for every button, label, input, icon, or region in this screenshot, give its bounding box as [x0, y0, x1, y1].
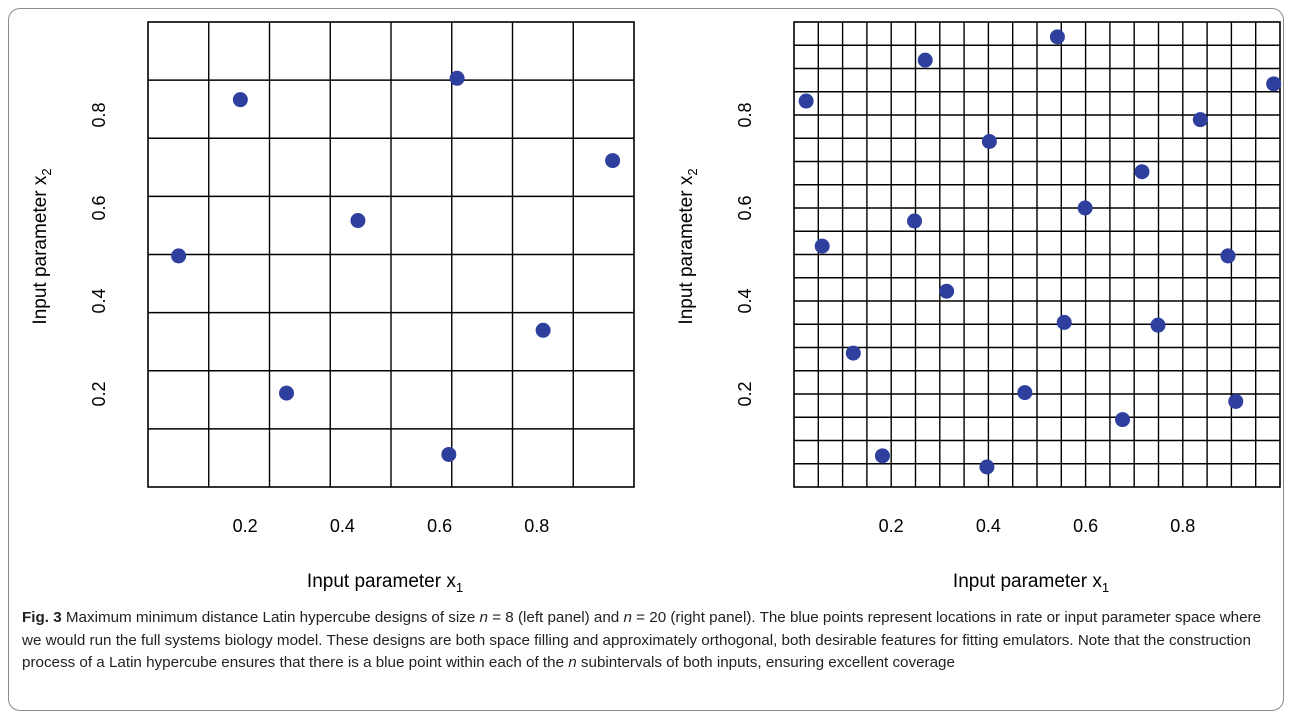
left-data-point — [350, 213, 366, 229]
right-x-tick-label: 0.8 — [1170, 516, 1195, 536]
right-data-point — [917, 52, 933, 68]
right-data-point — [874, 448, 890, 464]
right-y-tick-label: 0.8 — [735, 102, 755, 127]
left-y-tick-label: 0.8 — [89, 102, 109, 127]
right-data-point — [1077, 200, 1093, 216]
caption-var-n-2: n — [623, 609, 632, 626]
caption-text-1: Maximum minimum distance Latin hypercube… — [61, 609, 480, 626]
right-data-point — [939, 283, 955, 299]
left-grid — [148, 22, 634, 487]
left-x-tick-label: 0.4 — [330, 516, 355, 536]
left-x-axis-title: Input parameter x1 — [307, 571, 463, 595]
right-data-point — [1192, 112, 1208, 128]
left-data-point — [535, 322, 551, 338]
right-grid — [794, 22, 1280, 487]
left-data-point — [449, 70, 465, 86]
right-data-point — [1049, 29, 1065, 45]
right-plot-border — [793, 21, 1281, 488]
right-data-point — [1056, 314, 1072, 330]
right-data-point — [845, 345, 861, 361]
right-data-point — [1017, 385, 1033, 401]
left-points — [171, 70, 621, 462]
right-data-point — [1220, 248, 1236, 264]
right-data-point — [1228, 393, 1244, 409]
right-data-point — [979, 459, 995, 475]
left-y-tick-label: 0.4 — [89, 288, 109, 313]
caption-eq-20: = 20 (right panel). The blue points repr… — [22, 609, 1262, 671]
caption-label: Fig. 3 — [22, 609, 62, 626]
left-data-point — [605, 153, 621, 169]
left-data-point — [279, 385, 295, 401]
left-data-point — [232, 92, 248, 108]
caption-var-n-3: n — [568, 654, 577, 671]
right-x-tick-label: 0.4 — [976, 516, 1001, 536]
left-y-tick-label: 0.2 — [89, 381, 109, 406]
right-y-tick-label: 0.6 — [735, 195, 755, 220]
right-x-tick-label: 0.6 — [1073, 516, 1098, 536]
right-panel-chart: 0.2 0.4 0.6 0.8 0.2 0.4 0.6 0.8 Input parameter … — [676, 21, 1282, 595]
left-x-tick-label: 0.2 — [233, 516, 258, 536]
right-y-tick-label: 0.2 — [735, 381, 755, 406]
right-data-point — [1134, 164, 1150, 180]
caption-text-end: subintervals of both inputs, ensuring ex… — [576, 654, 955, 671]
right-data-point — [1150, 317, 1166, 333]
right-data-point — [1266, 76, 1282, 92]
figure-caption: Fig. 3 Maximum minimum distance Latin hy… — [22, 607, 1274, 675]
left-y-axis-title: Input parameter x2 — [30, 168, 54, 324]
right-data-point — [814, 238, 830, 254]
left-x-tick-label: 0.8 — [524, 516, 549, 536]
right-y-tick-label: 0.4 — [735, 288, 755, 313]
left-plot-border — [147, 21, 635, 488]
left-y-tick-label: 0.6 — [89, 195, 109, 220]
left-panel-chart: 0.2 0.4 0.6 0.8 0.2 0.4 0.6 0.8 Input parameter … — [30, 21, 635, 595]
right-data-point — [1115, 412, 1131, 428]
right-y-axis-title: Input parameter x2 — [676, 168, 700, 324]
caption-eq-8: = 8 (left panel) and — [487, 609, 624, 626]
right-points — [798, 29, 1282, 475]
left-x-tick-label: 0.6 — [427, 516, 452, 536]
right-x-axis-title: Input parameter x1 — [953, 571, 1109, 595]
right-data-point — [907, 213, 923, 229]
figure-frame — [8, 8, 1284, 711]
caption-var-n: n — [479, 609, 488, 626]
left-data-point — [171, 248, 187, 264]
left-data-point — [441, 446, 457, 462]
right-x-tick-label: 0.2 — [879, 516, 904, 536]
right-data-point — [798, 93, 814, 109]
right-data-point — [981, 134, 997, 150]
